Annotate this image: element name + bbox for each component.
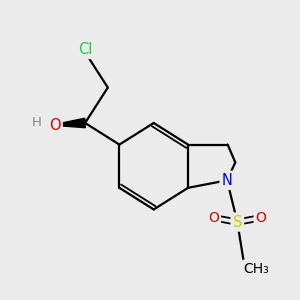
Text: Cl: Cl [78, 42, 92, 57]
Text: CH₃: CH₃ [244, 262, 269, 276]
Text: O: O [256, 211, 266, 225]
Text: N: N [222, 173, 232, 188]
Text: O: O [49, 118, 61, 133]
Text: O: O [208, 211, 219, 225]
Text: S: S [232, 214, 242, 230]
Text: H: H [31, 116, 41, 129]
Polygon shape [51, 118, 85, 128]
